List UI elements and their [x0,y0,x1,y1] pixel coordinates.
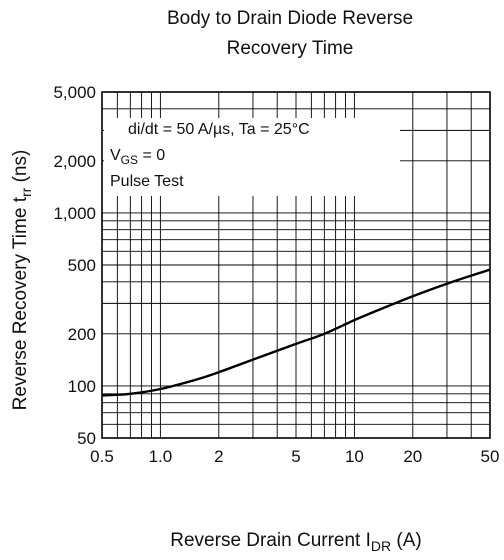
annotation-vgs-rest: = 0 [138,147,165,164]
y-tick-label: 2,000 [53,152,96,171]
series-line [101,268,491,397]
y-axis-label-sub: rr [18,187,34,197]
x-tick-label: 0.5 [90,447,114,466]
annotation-vgs: VGS = 0 [110,147,165,167]
x-axis-label-main: Reverse Drain Current I [170,530,371,551]
y-axis-label-main: Reverse Recovery Time t [10,196,31,410]
x-axis-label-sub: DR [371,538,391,554]
y-tick-label: 1,000 [53,204,96,223]
x-tick-label: 2 [214,447,223,466]
x-axis-label: Reverse Drain Current IDR (A) [170,530,421,554]
y-axis-label-unit: (ns) [10,150,31,188]
chart-title-line-2: Recovery Time [226,38,354,59]
annotation-background [104,118,400,196]
x-tick-label: 5 [291,447,300,466]
y-axis-label: Reverse Recovery Time trr (ns) [10,150,34,411]
x-tick-label: 50 [481,447,500,466]
x-tick-label: 1.0 [149,447,173,466]
annotation-pulse-test: Pulse Test [110,173,184,190]
y-tick-label: 200 [68,325,96,344]
chart-title: Body to Drain Diode Reverse Recovery Tim… [90,4,490,64]
annotation-vgs-main: V [110,147,121,164]
y-tick-label: 5,000 [53,83,96,102]
y-tick-label: 100 [68,377,96,396]
chart-title-line-1: Body to Drain Diode Reverse [166,8,414,29]
x-tick-labels: 0.5 1.0 2 5 10 20 50 [90,447,499,466]
y-tick-label: 500 [68,256,96,275]
annotation-conditions: di/dt = 50 A/µs, Ta = 25°C [128,121,310,138]
y-tick-label: 50 [77,429,96,448]
x-tick-label: 20 [403,447,422,466]
x-tick-label: 10 [345,447,364,466]
plot-frame [101,91,491,439]
annotation-vgs-sub: GS [121,153,138,167]
y-tick-labels: 50 100 200 500 1,000 2,000 5,000 [53,83,96,448]
x-axis-label-unit: (A) [391,530,422,551]
